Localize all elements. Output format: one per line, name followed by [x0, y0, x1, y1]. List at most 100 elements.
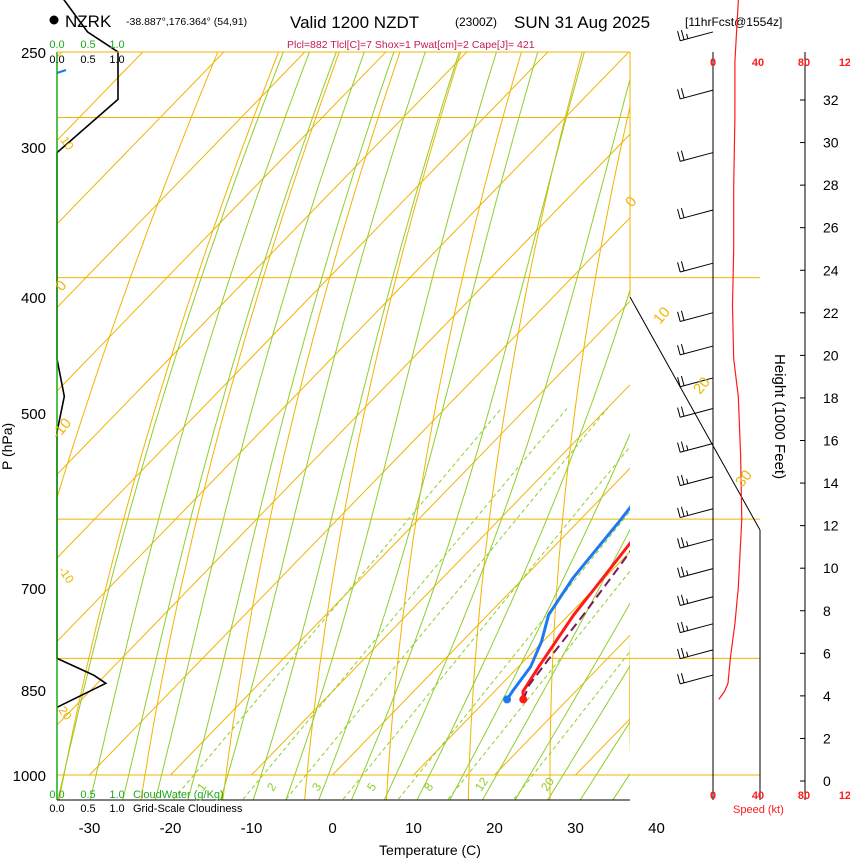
valid-date: SUN 31 Aug 2025 [514, 13, 650, 32]
sounding-params: Plcl=882 Tlcl[C]=7 Shox=1 Pwat[cm]=2 Cap… [287, 39, 535, 51]
speed-tick-bottom: 120 [839, 790, 850, 802]
valid-time: Valid 1200 NZDT [290, 13, 419, 32]
cloudiness-scale-label: 0.0 [49, 803, 64, 815]
cloudiness-scale-label: 1.0 [109, 54, 124, 66]
forecast-info: [11hrFcst@1554z] [685, 15, 782, 29]
mixing-ratio-line [397, 510, 630, 800]
isotherm-line [332, 467, 630, 776]
moist-adiabat-line [383, 77, 630, 800]
dry-adiabat-line [549, 104, 630, 800]
isotherm-grid [57, 52, 630, 776]
cloudwater-scale-label: 0.5 [80, 789, 95, 801]
wind-barb [677, 621, 714, 634]
x-tick-label: 30 [567, 820, 584, 837]
y-tick-label: 250 [21, 45, 46, 62]
adiabat-label: 10 [650, 304, 674, 328]
speed-tick-bottom: 0 [710, 790, 716, 802]
dry-adiabat-line [782, 0, 850, 810]
cloudwater-scale-label: 0.0 [49, 39, 64, 51]
wind-barbs [677, 29, 714, 685]
speed-axis-title: Speed (kt) [733, 804, 784, 816]
mixing-ratio-label: 8 [421, 780, 436, 794]
temperature-trace [521, 540, 630, 700]
isotherm-line [57, 133, 630, 726]
isotherm-line [89, 217, 630, 776]
moist-adiabat-line [122, 52, 337, 800]
wind-barb [677, 673, 714, 685]
height-axis-title: Height (1000 Feet) [771, 354, 788, 479]
speed-tick-top: 40 [752, 57, 764, 69]
height-tick-label: 2 [823, 730, 831, 746]
height-tick-label: 4 [823, 688, 831, 704]
wind-barb [677, 537, 714, 549]
y-tick-label: 1000 [13, 768, 46, 785]
wind-barb [677, 406, 714, 418]
speed-tick-bottom: 80 [798, 790, 810, 802]
wind-barb [677, 310, 714, 322]
dewpoint-top-tick [56, 69, 67, 74]
moist-adiabat-line [579, 720, 630, 800]
height-axis: 0246810121416182022242628303200404080801… [710, 57, 850, 802]
station-dot [49, 15, 59, 25]
x-axis-title: Temperature (C) [379, 842, 481, 858]
dry-adiabat-line [57, 52, 219, 500]
moist-adiabat-line [514, 602, 630, 800]
cloudiness-scale-label: 0.0 [49, 54, 64, 66]
moist-adiabat-line [612, 772, 630, 800]
cloudiness-label: Grid-Scale Cloudiness [133, 803, 243, 815]
moist-adiabat-line [252, 52, 460, 800]
height-tick-label: 0 [823, 773, 831, 789]
dry-adiabat-line [304, 52, 462, 800]
mixing-ratio-line [241, 408, 568, 800]
mixing-ratio-label: 2 [264, 780, 279, 794]
speed-tick-top: 120 [839, 57, 850, 69]
height-tick-label: 6 [823, 645, 831, 661]
height-tick-label: 30 [823, 135, 839, 151]
mixing-ratio-line [512, 650, 630, 800]
wind-barb [677, 88, 714, 100]
x-tick-label: 40 [648, 820, 665, 837]
cloudiness-scale-label: 0.5 [80, 803, 95, 815]
dry-adiabat-label: -10 [56, 564, 78, 587]
wind-barb [677, 594, 714, 607]
moist-adiabat-line [547, 664, 630, 800]
wind-barb [677, 566, 714, 578]
mixing-ratio-grid [172, 408, 630, 800]
x-tick-label: -30 [79, 820, 101, 837]
moist-adiabat-line [416, 288, 630, 800]
wind-barb [677, 647, 714, 660]
height-tick-label: 18 [823, 390, 839, 406]
moist-adiabat-grid [57, 52, 630, 800]
dry-adiabat-line [629, 636, 630, 757]
dry-adiabat-line [385, 52, 522, 800]
wind-barb [677, 506, 714, 519]
isotherm-line [251, 384, 630, 776]
isotherm-line [57, 52, 630, 643]
moist-adiabat-line [187, 52, 395, 800]
height-tick-label: 8 [823, 603, 831, 619]
y-tick-label: 500 [21, 406, 46, 423]
x-tick-label: -10 [241, 820, 263, 837]
height-tick-label: 24 [823, 262, 839, 278]
y-tick-label: 300 [21, 140, 46, 157]
station-name: NZRK [65, 12, 112, 31]
wind-barb [677, 375, 714, 388]
isotherm-line [57, 52, 549, 559]
height-tick-label: 20 [823, 347, 839, 363]
moist-adiabat-line [350, 52, 585, 800]
cloudwater-label: CloudWater (g/Kg) [133, 789, 224, 801]
adiabat-label: 20 [690, 374, 714, 398]
dry-adiabat-line [467, 52, 583, 800]
x-tick-label: 0 [328, 820, 336, 837]
adiabat-label: 0 [52, 277, 70, 294]
mixing-ratio-line [341, 445, 630, 800]
wind-barb [677, 261, 714, 273]
wind-speed-line [718, 0, 743, 700]
dry-adiabat-grid [57, 0, 850, 810]
dry-adiabat-line [140, 52, 340, 800]
dewpoint-trace [505, 505, 630, 701]
mixing-ratio-line [172, 408, 502, 800]
dewpoint-surface-marker [503, 695, 512, 704]
